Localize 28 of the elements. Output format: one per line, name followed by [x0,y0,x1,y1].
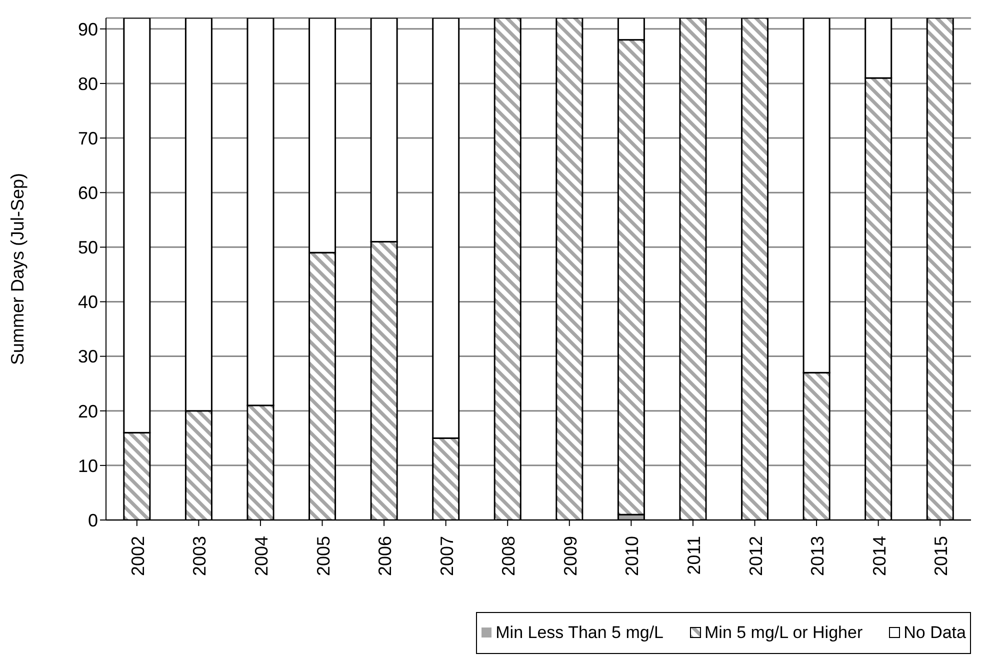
x-tick-label: 2004 [251,536,272,576]
y-tick-label: 10 [78,456,98,476]
x-tick-label: 2006 [375,536,396,576]
x-tick-label: 2011 [684,536,704,575]
legend-label: No Data [902,623,966,643]
y-tick-label: 0 [88,510,98,530]
y-tick-label: 50 [78,238,98,258]
legend-label: Min 5 mg/L or Higher [704,623,863,643]
y-tick-label: 80 [78,74,98,94]
x-tick-label: 2012 [746,536,766,576]
y-tick-label: 70 [78,128,98,148]
x-tick-label: 2002 [128,536,148,576]
y-tick-label: 60 [78,183,98,203]
x-tick-label: 2013 [808,536,828,576]
y-tick-label: 90 [78,19,98,40]
y-tick-label: 40 [78,292,98,312]
x-tick-label: 2015 [931,536,952,576]
y-axis-title: Summer Days (Jul-Sep) [7,172,28,366]
x-tick-label: 2008 [498,536,519,576]
x-tick-label: 2005 [313,536,334,576]
x-tick-label: 2007 [436,536,457,576]
x-tick-label: 2009 [560,536,580,576]
x-tick-label: 2014 [869,536,890,576]
x-tick-label: 2003 [190,536,210,576]
legend-label: Min Less Than 5 mg/L [494,623,664,643]
y-tick-label: 20 [78,401,98,422]
y-tick-label: 30 [78,346,98,367]
x-tick-label: 2010 [622,536,642,576]
